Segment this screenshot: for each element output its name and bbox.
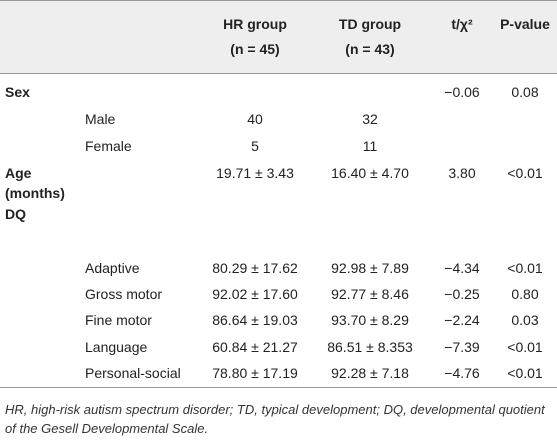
column-header: t/χ² <box>451 16 473 32</box>
cell: 40 <box>247 111 263 127</box>
cell: 86.64 ± 19.03 <box>212 312 298 328</box>
cell: 92.28 ± 7.18 <box>331 365 409 381</box>
row-label: Fine motor <box>85 312 152 328</box>
header-band <box>0 0 557 74</box>
section-label: Sex <box>5 84 30 100</box>
row-label: Gross motor <box>85 286 163 302</box>
cell: <0.01 <box>507 165 543 181</box>
cell: 92.98 ± 7.89 <box>331 260 409 276</box>
cell: <0.01 <box>507 365 543 381</box>
cell: 5 <box>251 138 259 154</box>
cell: 19.71 ± 3.43 <box>216 165 294 181</box>
row-label: Male <box>85 111 116 127</box>
row-label: Female <box>85 138 132 154</box>
cell: −0.25 <box>444 286 480 302</box>
column-header: (n = 45) <box>230 41 280 57</box>
section-label: Age (months) <box>5 165 65 201</box>
column-header: P-value <box>500 16 550 32</box>
column-header: TD group <box>338 16 402 32</box>
cell: −4.76 <box>444 365 480 381</box>
cell: 32 <box>362 111 378 127</box>
cell: 93.70 ± 8.29 <box>331 312 409 328</box>
cell: −0.06 <box>444 84 480 100</box>
cell: 0.03 <box>511 312 539 328</box>
cell: 92.02 ± 17.60 <box>212 286 298 302</box>
section-label: DQ <box>5 206 26 222</box>
cell: 0.80 <box>511 286 539 302</box>
cell: 16.40 ± 4.70 <box>331 165 409 181</box>
footnote: HR, high-risk autism spectrum disorder; … <box>5 402 545 436</box>
cell: −7.39 <box>444 339 480 355</box>
cell: <0.01 <box>507 260 543 276</box>
cell: 60.84 ± 21.27 <box>212 339 298 355</box>
column-header: HR group <box>223 16 287 32</box>
cell: 78.80 ± 17.19 <box>212 365 298 381</box>
cell: 86.51 ± 8.353 <box>327 339 413 355</box>
row-label: Personal-social <box>85 365 181 381</box>
cell: 3.80 <box>448 165 476 181</box>
cell: 80.29 ± 17.62 <box>212 260 298 276</box>
cell: 92.77 ± 8.46 <box>331 286 409 302</box>
cell: 0.08 <box>511 84 539 100</box>
cell: −2.24 <box>444 312 480 328</box>
column-header: (n = 43) <box>345 41 395 57</box>
cell: <0.01 <box>507 339 543 355</box>
rule <box>0 387 557 388</box>
cell: 11 <box>362 138 378 154</box>
row-label: Adaptive <box>85 260 140 276</box>
cell: −4.34 <box>444 260 480 276</box>
row-label: Language <box>85 339 148 355</box>
